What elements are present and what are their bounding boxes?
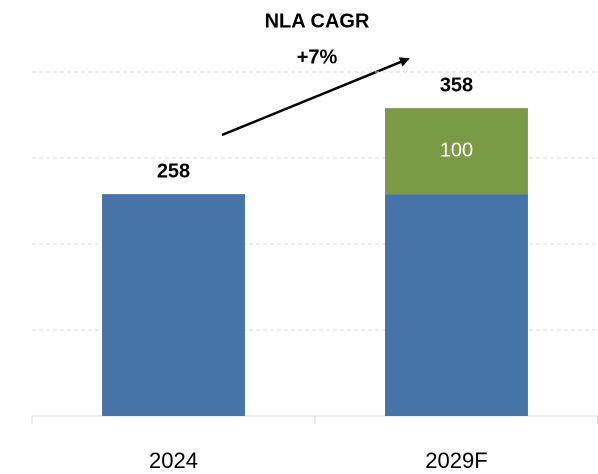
annotation: +7% bbox=[297, 46, 338, 68]
total-label: 258 bbox=[157, 160, 190, 182]
bar-segment bbox=[102, 194, 245, 416]
segment-label: 100 bbox=[440, 139, 473, 161]
bar-segment bbox=[385, 194, 528, 416]
total-label: 358 bbox=[440, 74, 473, 96]
arrow bbox=[221, 57, 410, 137]
annotation: NLA CAGR bbox=[265, 10, 370, 32]
x-tick-label: 2029F bbox=[425, 448, 487, 473]
bar-segment bbox=[385, 108, 528, 195]
x-tick-label: 2024 bbox=[149, 448, 198, 473]
